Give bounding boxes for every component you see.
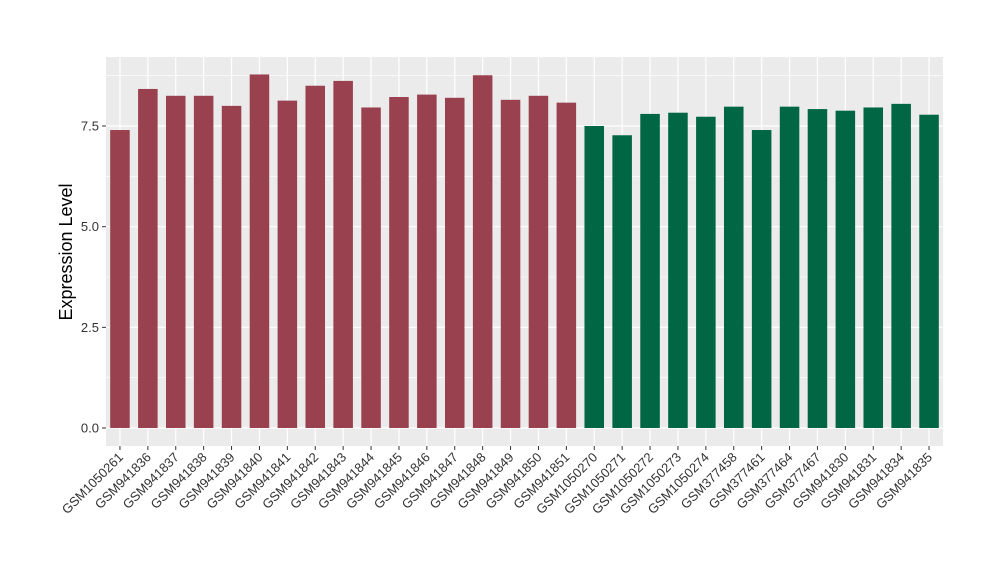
bar-GSM941846 [417,94,437,428]
bar-GSM941830 [835,110,856,428]
bar-GSM941838 [193,95,214,429]
bar-GSM377461 [751,130,772,428]
y-axis-title: Expression Level [56,183,76,320]
bar-GSM377467 [807,109,828,428]
bar-GSM377464 [779,106,800,428]
bar-GSM377458 [723,106,744,428]
y-tick-label: 5.0 [81,219,99,234]
bar-GSM941848 [472,75,493,428]
y-tick-label: 7.5 [81,119,99,134]
bar-GSM941840 [249,74,270,428]
y-tick-label: 0.0 [81,421,99,436]
bar-GSM1050261 [110,130,130,428]
y-axis: 0.0 2.5 5.0 7.5 [81,119,106,436]
bar-GSM941835 [919,114,939,428]
bar-GSM1050272 [640,113,660,429]
bar-GSM1050274 [696,116,716,428]
bar-GSM1050270 [584,126,605,428]
bar-GSM941844 [361,107,381,429]
bar-GSM941845 [389,97,409,429]
y-tick-label: 2.5 [81,320,99,335]
bar-GSM941836 [138,88,158,429]
bar-GSM941834 [891,103,911,428]
bar-GSM1050271 [612,135,632,428]
bar-GSM941837 [165,95,186,429]
bar-GSM941831 [863,107,884,429]
bars [110,74,939,429]
x-axis: GSM1050261GSM941836GSM941837GSM941838GSM… [59,446,935,517]
bar-GSM941841 [277,100,298,429]
bar-GSM941839 [221,105,242,428]
bar-GSM941842 [305,85,326,428]
bar-GSM941847 [444,97,465,429]
plot-panel [106,57,943,446]
bar-GSM941843 [333,80,353,428]
bar-GSM941851 [556,102,577,429]
bar-GSM1050273 [668,112,688,428]
bar-GSM941849 [500,99,521,429]
bar-GSM941850 [528,95,549,429]
